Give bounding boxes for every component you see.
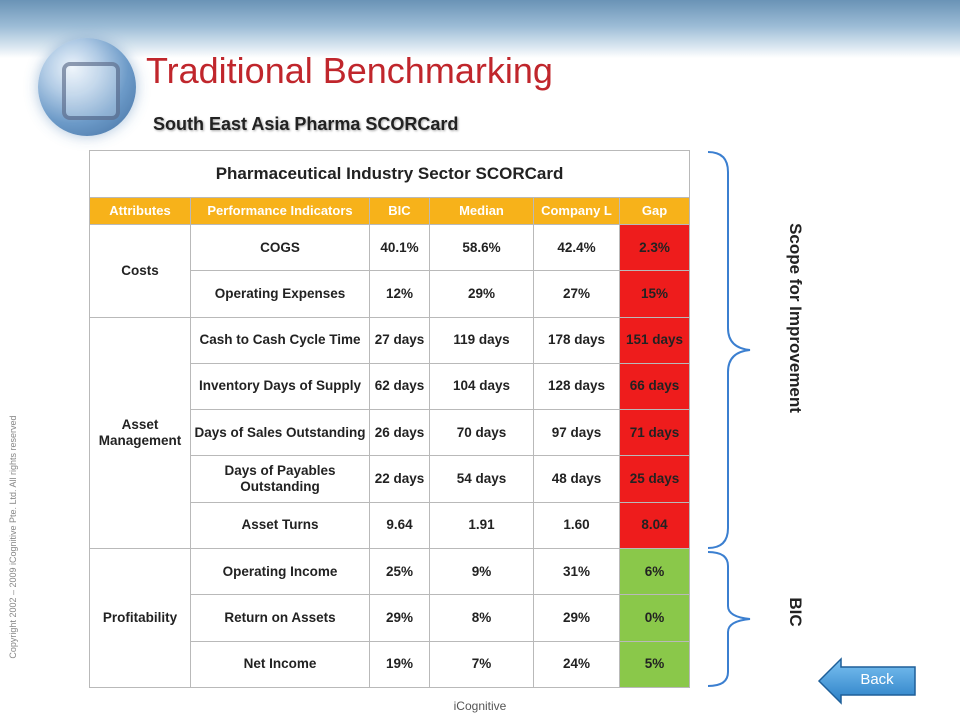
bic-cell: 9.64	[369, 501, 430, 550]
median-cell: 54 days	[429, 455, 534, 503]
table-row: Return on Assets 29% 8% 29% 0%	[90, 594, 691, 642]
bic-brace-icon	[707, 551, 751, 687]
company-cell: 178 days	[533, 316, 620, 364]
indicator-cell: Asset Turns	[190, 501, 370, 550]
header-median: Median	[429, 197, 534, 225]
company-cell: 27%	[533, 270, 620, 318]
indicator-cell: Net Income	[190, 640, 370, 689]
indicator-cell: Operating Income	[190, 548, 370, 596]
median-cell: 70 days	[429, 409, 534, 457]
scope-for-improvement-label: Scope for Improvement	[786, 223, 805, 413]
bic-cell: 40.1%	[369, 223, 430, 272]
median-cell: 29%	[429, 270, 534, 318]
company-cell: 48 days	[533, 455, 620, 503]
company-cell: 29%	[533, 594, 620, 642]
table-row: Profitability Operating Income 25% 9% 31…	[89, 548, 691, 688]
header-attributes: Attributes	[89, 197, 191, 225]
header-gap: Gap	[618, 197, 691, 225]
company-cell: 97 days	[533, 409, 620, 457]
gap-cell: 0%	[618, 594, 691, 642]
median-cell: 1.91	[429, 501, 534, 550]
bic-cell: 27 days	[369, 316, 430, 364]
table-row: Asset Turns 9.64 1.91 1.60 8.04	[90, 501, 691, 550]
indicator-cell: Return on Assets	[190, 594, 370, 642]
table-row: Operating Expenses 12% 29% 27% 15%	[90, 270, 691, 318]
company-cell: 1.60	[533, 501, 620, 550]
attribute-cell: Costs	[89, 224, 191, 318]
slide-title: Traditional Benchmarking	[146, 50, 553, 91]
gap-cell: 15%	[618, 270, 691, 318]
gap-cell: 5%	[618, 640, 691, 689]
indicator-cell: Days of Sales Outstanding	[190, 409, 370, 457]
indicator-cell: Days of Payables Outstanding	[190, 455, 370, 503]
header-company: Company L	[533, 197, 620, 225]
indicator-cell: Operating Expenses	[190, 270, 370, 318]
table-row: Inventory Days of Supply 62 days 104 day…	[90, 362, 691, 411]
attribute-cell: Asset Management	[89, 316, 191, 550]
attribute-cell: Profitability	[89, 548, 191, 688]
header-band	[0, 0, 960, 58]
table-row: Days of Sales Outstanding 26 days 70 day…	[90, 409, 691, 457]
table-row: Net Income 19% 7% 24% 5%	[90, 640, 691, 689]
table-title: Pharmaceutical Industry Sector SCORCard	[88, 150, 691, 198]
scope-brace-icon	[707, 151, 751, 549]
footer-brand: iCognitive	[453, 699, 507, 713]
table-row: Costs COGS 40.1% 58.6% 42.4% 2.3%	[89, 223, 691, 318]
median-cell: 8%	[429, 594, 534, 642]
company-cell: 128 days	[533, 362, 620, 411]
header-performance-indicators: Performance Indicators	[190, 197, 370, 225]
back-button-label: Back	[860, 671, 894, 688]
gap-cell: 71 days	[618, 409, 691, 457]
median-cell: 58.6%	[429, 223, 534, 272]
company-cell: 31%	[533, 548, 620, 596]
gap-cell: 66 days	[618, 362, 691, 411]
table-row: Days of Payables Outstanding 22 days 54 …	[90, 455, 691, 503]
bic-cell: 62 days	[369, 362, 430, 411]
median-cell: 104 days	[429, 362, 534, 411]
copyright-text: Copyright 2002 – 2009 iCognitive Pte. Lt…	[8, 415, 18, 659]
gap-cell: 151 days	[618, 316, 691, 364]
back-button[interactable]: Back	[817, 655, 917, 707]
slide-subtitle: South East Asia Pharma SCORCard	[153, 114, 459, 134]
header-bic: BIC	[369, 197, 430, 225]
logo-globe-icon	[38, 38, 136, 136]
median-cell: 7%	[429, 640, 534, 689]
bic-cell: 12%	[369, 270, 430, 318]
company-cell: 24%	[533, 640, 620, 689]
scorecard-table: Pharmaceutical Industry Sector SCORCard …	[88, 150, 691, 689]
bic-cell: 25%	[369, 548, 430, 596]
copyright-notice: Copyright 2002 – 2009 iCognitive Pte. Lt…	[0, 380, 18, 710]
company-cell: 42.4%	[533, 223, 620, 272]
bic-cell: 19%	[369, 640, 430, 689]
logo-emblem	[62, 62, 120, 120]
gap-cell: 25 days	[618, 455, 691, 503]
gap-cell: 2.3%	[618, 223, 691, 272]
indicator-cell: COGS	[190, 223, 370, 272]
gap-cell: 6%	[618, 548, 691, 596]
median-cell: 9%	[429, 548, 534, 596]
indicator-cell: Cash to Cash Cycle Time	[190, 316, 370, 364]
indicator-cell: Inventory Days of Supply	[190, 362, 370, 411]
gap-cell: 8.04	[618, 501, 691, 550]
table-header-row: Attributes Performance Indicators BIC Me…	[89, 197, 691, 225]
bic-label: BIC	[786, 597, 805, 627]
back-arrow-icon	[817, 657, 916, 705]
table-row: Asset Management Cash to Cash Cycle Time…	[89, 316, 691, 550]
median-cell: 119 days	[429, 316, 534, 364]
bic-cell: 26 days	[369, 409, 430, 457]
bic-cell: 29%	[369, 594, 430, 642]
bic-cell: 22 days	[369, 455, 430, 503]
